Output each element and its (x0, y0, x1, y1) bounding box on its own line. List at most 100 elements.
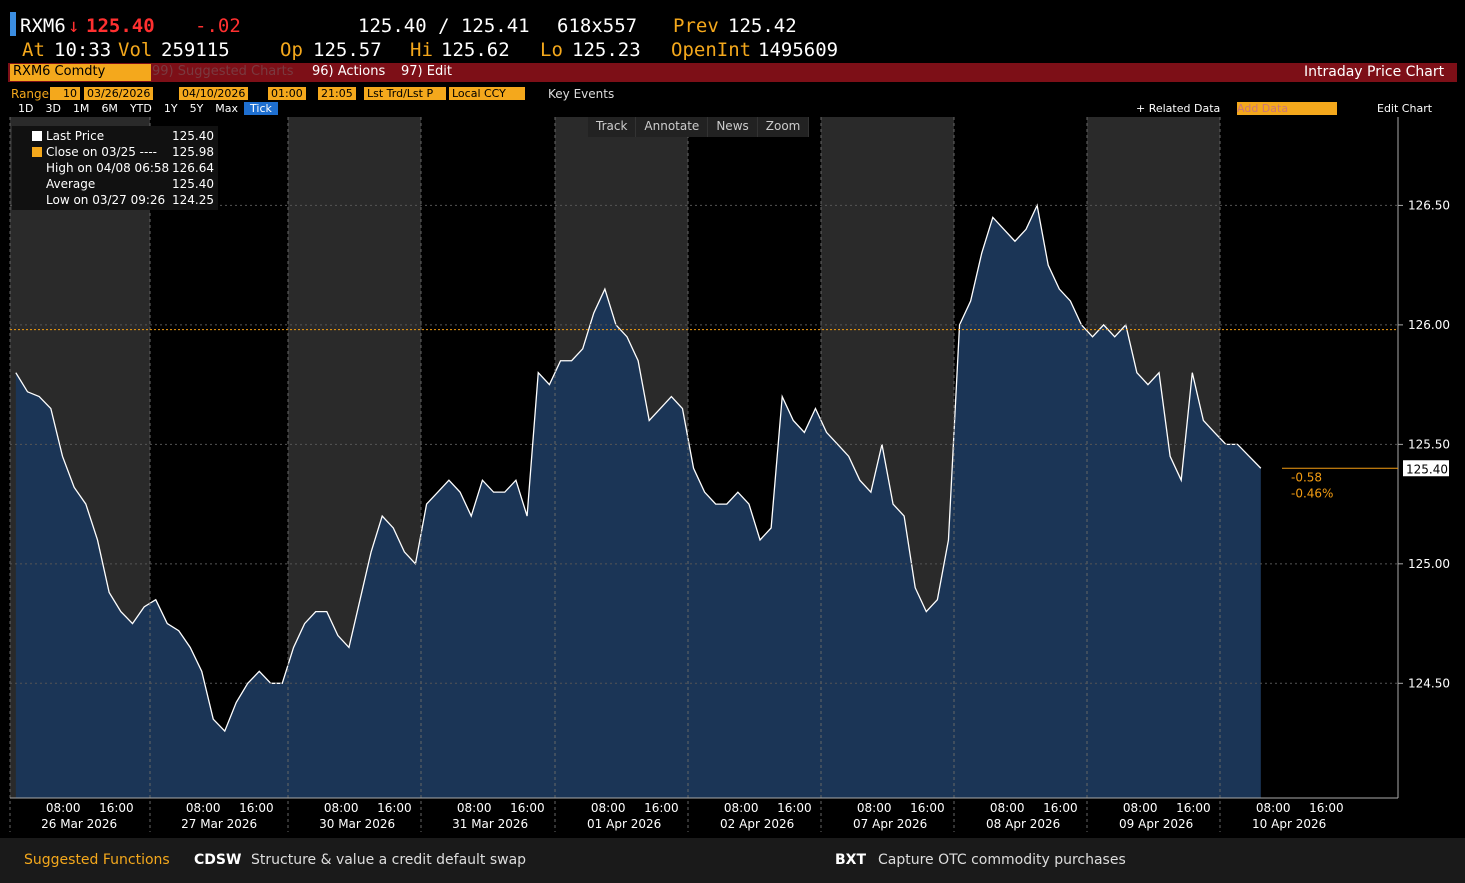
x-tick-label: 08:00 (1256, 801, 1291, 815)
period-button[interactable]: Tick (244, 102, 278, 115)
legend-row: Average 125.40 (12, 176, 218, 192)
toolbar (8, 63, 1457, 82)
size: 618x557 (557, 15, 638, 37)
x-tick-label: 16:00 (1176, 801, 1211, 815)
x-tick-label: 08:00 (724, 801, 759, 815)
period-button[interactable]: 6M (101, 102, 118, 115)
x-tick-label: 08:00 (324, 801, 359, 815)
period-button[interactable]: 1Y (163, 102, 178, 115)
footer-label: Suggested Functions (24, 852, 170, 868)
legend-row: Low on 03/27 09:26 124.25 (12, 192, 218, 208)
x-tick-label: 08:00 (1123, 801, 1158, 815)
function-text[interactable]: Capture OTC commodity purchases (878, 852, 1126, 868)
footer (0, 838, 1465, 883)
currency-select[interactable]: Local CCY (449, 87, 525, 100)
period-button[interactable]: 5Y (189, 102, 204, 115)
x-tick-label: 16:00 (510, 801, 545, 815)
function-code[interactable]: BXT (835, 852, 867, 868)
period-button[interactable]: YTD (129, 102, 152, 115)
x-tick-label: 16:00 (644, 801, 679, 815)
function-text[interactable]: Structure & value a credit default swap (251, 852, 527, 868)
op-label: Op (280, 39, 303, 61)
x-tick-label: 08:00 (591, 801, 626, 815)
x-tick-label: 08:00 (457, 801, 492, 815)
field-select[interactable]: Lst Trd/Lst P (364, 87, 446, 100)
prev-label: Prev (673, 15, 719, 37)
open: 125.57 (313, 39, 382, 61)
legend-swatch (32, 147, 42, 157)
chart-tool[interactable]: News (708, 117, 758, 137)
period-button[interactable]: 1M (72, 102, 90, 115)
edit-menu[interactable]: 97) Edit (401, 64, 452, 79)
related-data[interactable]: + Related Data (1136, 102, 1221, 115)
x-day-label: 26 Mar 2026 (41, 817, 117, 831)
range-period[interactable]: 10 (50, 87, 80, 100)
hi-label: Hi (410, 39, 433, 61)
ticker: RXM6 (20, 15, 66, 37)
change-annotation: -0.46% (1291, 486, 1333, 500)
chart-tool[interactable]: Zoom (758, 117, 810, 137)
x-tick-label: 08:00 (857, 801, 892, 815)
legend-label: Low on 03/27 09:26 (46, 193, 166, 207)
chart-tool[interactable]: Track (588, 117, 637, 137)
legend-value: 125.40 (172, 129, 214, 143)
y-tick-label: 125.00 (1408, 557, 1450, 571)
add-data[interactable]: Add Data (1237, 102, 1337, 115)
x-day-label: 09 Apr 2026 (1119, 817, 1193, 831)
bid-ask: 125.40 / 125.41 (358, 15, 530, 37)
x-day-label: 30 Mar 2026 (319, 817, 395, 831)
suggested-charts[interactable]: 99) Suggested Charts (152, 64, 294, 79)
y-tick-label: 125.50 (1408, 437, 1450, 451)
range-end[interactable]: 04/10/2026 (179, 87, 249, 100)
legend-label: Close on 03/25 ---- (46, 145, 157, 159)
last-price: 125.40 (86, 15, 155, 37)
legend-value: 125.40 (172, 177, 214, 191)
key-events[interactable]: Key Events (548, 87, 615, 101)
legend-value: 124.25 (172, 193, 214, 207)
x-tick-label: 16:00 (777, 801, 812, 815)
edit-chart[interactable]: Edit Chart (1377, 102, 1433, 115)
range-start[interactable]: 03/26/2026 (84, 87, 154, 100)
period-buttons: 1D 3D 1M 6M YTD 1Y 5Y Max Tick (12, 102, 278, 115)
chart-tools: Track Annotate News Zoom (588, 117, 810, 137)
volume: 259115 (161, 39, 230, 61)
range-to-time[interactable]: 21:05 (318, 87, 356, 100)
price-area (15, 205, 1261, 798)
open-interest: 1495609 (758, 39, 839, 61)
x-tick-label: 16:00 (99, 801, 134, 815)
period-button[interactable]: 3D (45, 102, 61, 115)
price-line (15, 203, 1262, 733)
x-tick-label: 16:00 (1309, 801, 1344, 815)
x-day-label: 10 Apr 2026 (1252, 817, 1326, 831)
legend-label: Average (46, 177, 96, 191)
ticker-marker (10, 12, 16, 36)
x-tick-label: 08:00 (186, 801, 221, 815)
x-tick-label: 16:00 (377, 801, 412, 815)
low: 125.23 (572, 39, 641, 61)
range-from-time[interactable]: 01:00 (268, 87, 306, 100)
legend-row: Last Price 125.40 (12, 128, 218, 144)
price-tag-label: 125.40 (1406, 462, 1448, 476)
period-button[interactable]: 1D (18, 102, 34, 115)
price-tag (1403, 460, 1449, 477)
x-day-label: 31 Mar 2026 (452, 817, 528, 831)
x-tick-label: 16:00 (239, 801, 274, 815)
x-tick-label: 16:00 (910, 801, 945, 815)
legend-value: 126.64 (172, 161, 214, 175)
chart: 08:00 16:00 26 Mar 2026 08:00 16:00 27 Mar 20… (9, 117, 1450, 832)
chart-tool[interactable]: Annotate (636, 117, 709, 137)
time: 10:33 (54, 39, 112, 61)
y-tick-label: 124.50 (1408, 676, 1450, 690)
security-field[interactable]: RXM6 Comdty (10, 64, 151, 81)
legend-label: Last Price (46, 129, 105, 143)
function-code[interactable]: CDSW (194, 852, 242, 868)
prev: 125.42 (728, 15, 797, 37)
x-day-label: 07 Apr 2026 (853, 817, 927, 831)
at-label: At (22, 39, 45, 61)
chart-title: Intraday Price Chart (1304, 64, 1445, 80)
change: -.02 (195, 15, 241, 37)
period-button[interactable]: Max (215, 102, 239, 115)
vol-label: Vol (118, 39, 153, 61)
actions-menu[interactable]: 96) Actions (312, 64, 386, 79)
